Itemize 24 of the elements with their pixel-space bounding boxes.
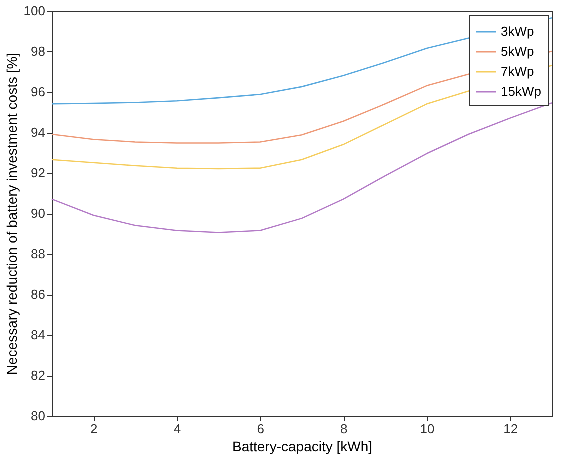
- x-tick-label: 8: [340, 422, 348, 436]
- y-tick-label: 98: [31, 44, 46, 59]
- y-tick-label: 100: [24, 4, 46, 18]
- y-tick-label: 88: [31, 246, 46, 262]
- line-series: [51, 102, 553, 234]
- legend-label: 5kWp: [501, 44, 534, 59]
- x-axis-title: Battery-capacity [kWh]: [232, 438, 373, 454]
- legend-label: 7kWp: [501, 64, 534, 79]
- x-tick-label: 10: [420, 422, 435, 436]
- y-tick-label: 92: [31, 166, 46, 180]
- x-tick-label: 6: [257, 422, 264, 436]
- legend-label: 3kWp: [501, 24, 534, 39]
- x-tick-label: 2: [90, 422, 98, 436]
- x-tick-label: 4: [174, 422, 182, 436]
- y-tick-label: 80: [31, 408, 46, 424]
- y-tick-label: 84: [31, 328, 46, 342]
- legend-label: 15kWp: [501, 84, 542, 99]
- y-tick-label: 86: [31, 287, 46, 302]
- x-tick-label: 12: [504, 422, 518, 436]
- y-tick-label: 82: [31, 368, 46, 383]
- y-tick-label: 90: [31, 206, 46, 221]
- y-tick-label: 94: [31, 125, 46, 140]
- y-tick-label: 96: [31, 84, 46, 100]
- y-axis-title: Necessary reduction of battery investment costs [%]: [4, 52, 20, 376]
